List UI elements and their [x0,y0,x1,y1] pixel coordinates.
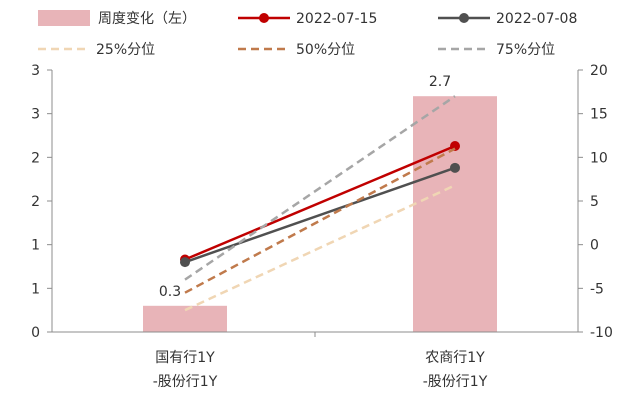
bar-data-label: 0.3 [159,284,181,300]
series-line [184,144,456,261]
left-tick-label: 2 [31,150,40,166]
left-tick-label: 2 [31,194,40,210]
line-series [180,95,460,312]
legend-label: 25%分位 [96,42,155,58]
category-label: 农商行1Y [425,350,485,366]
bar-data-label: 2.7 [429,74,451,90]
legend-item: 2022-07-15 [238,11,377,27]
left-tick-label: 3 [31,107,40,123]
legend-label: 75%分位 [496,42,555,58]
legend-marker [259,13,269,23]
legend-marker [459,13,469,23]
data-labels: 0.3 2.7 [159,74,451,300]
right-tick-label: 5 [590,194,599,210]
axes: 0 1 1 2 2 3 3 -10 -5 0 5 10 15 20 国有行1Y -股份行1Y 农商行1Y -股份行… [31,63,613,390]
right-tick-label: 20 [590,63,608,79]
series-marker [450,162,460,173]
series-marker [450,140,460,151]
legend-item: 50%分位 [238,42,355,58]
series-line [184,184,456,312]
right-tick-label: -10 [590,325,613,341]
right-tick-label: -5 [590,281,604,297]
category-label: -股份行1Y [423,374,488,390]
right-tick-label: 15 [590,107,608,123]
plot-area: 0 1 1 2 2 3 3 -10 -5 0 5 10 15 20 国有行1Y -股份行1Y 农商行1Y -股份行… [31,63,613,390]
bar [413,96,497,332]
legend-label: 2022-07-15 [296,11,377,27]
legend-label: 周度变化（左） [98,11,196,27]
legend-item: 周度变化（左） [38,10,196,27]
series-line [184,166,456,264]
left-tick-label: 0 [31,325,40,341]
legend-item: 25%分位 [38,42,155,58]
left-tick-label: 1 [31,281,40,297]
right-tick-label: 10 [590,150,608,166]
series-line [184,95,456,281]
legend-item: 2022-07-08 [438,11,577,27]
legend-label: 50%分位 [296,42,355,58]
legend-label: 2022-07-08 [496,11,577,27]
series-marker [180,257,190,268]
right-tick-label: 0 [590,238,599,254]
legend-item: 75%分位 [438,42,555,58]
category-label: -股份行1Y [153,374,218,390]
category-label: 国有行1Y [155,350,215,366]
legend: 周度变化（左） 2022-07-15 2022-07-08 25%分位 50%分位 75%… [38,10,577,58]
legend-swatch [38,10,90,26]
left-tick-label: 1 [31,238,40,254]
left-tick-label: 3 [31,63,40,79]
